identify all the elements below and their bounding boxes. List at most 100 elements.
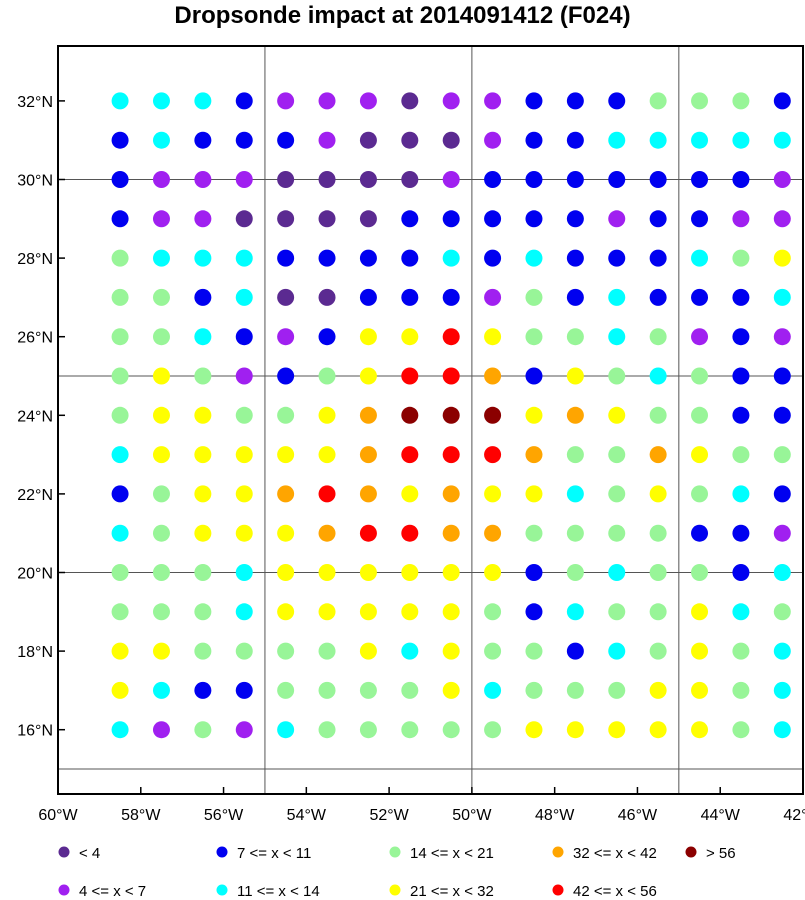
data-point xyxy=(525,681,543,699)
legend-label: > 56 xyxy=(706,845,736,862)
data-point xyxy=(732,288,750,306)
data-point xyxy=(401,406,419,424)
data-point xyxy=(773,721,791,739)
data-point xyxy=(277,406,295,424)
data-point xyxy=(649,642,667,660)
data-point xyxy=(691,288,709,306)
data-point xyxy=(649,288,667,306)
data-point xyxy=(525,288,543,306)
data-point xyxy=(525,642,543,660)
data-point xyxy=(608,249,626,267)
y-tick-label: 28°N xyxy=(17,251,53,268)
data-point xyxy=(318,171,336,188)
data-point xyxy=(525,564,543,581)
data-point xyxy=(277,681,295,699)
data-point xyxy=(359,446,377,464)
data-point xyxy=(649,210,667,228)
data-point xyxy=(359,603,377,621)
data-point xyxy=(773,92,791,110)
data-point xyxy=(566,288,584,306)
data-point xyxy=(525,406,543,424)
data-point xyxy=(111,524,129,542)
data-point xyxy=(566,524,584,542)
data-point xyxy=(235,524,253,542)
data-point xyxy=(773,406,791,424)
y-tick-label: 16°N xyxy=(17,723,53,740)
data-point xyxy=(318,485,336,503)
data-point xyxy=(194,92,212,110)
data-point xyxy=(194,446,212,464)
data-point xyxy=(691,446,709,464)
data-point xyxy=(525,92,543,110)
data-point xyxy=(649,367,667,385)
data-point xyxy=(359,171,377,188)
data-point xyxy=(235,131,253,149)
data-point xyxy=(732,681,750,699)
data-point xyxy=(152,131,170,149)
data-point xyxy=(649,564,667,581)
data-point xyxy=(359,367,377,385)
data-point xyxy=(649,171,667,188)
data-point xyxy=(277,524,295,542)
data-point xyxy=(152,210,170,228)
data-point xyxy=(359,249,377,267)
data-point xyxy=(691,564,709,581)
data-point xyxy=(484,406,502,424)
data-point xyxy=(566,681,584,699)
data-point xyxy=(525,328,543,346)
data-point xyxy=(566,642,584,660)
data-point xyxy=(194,564,212,581)
data-point xyxy=(401,288,419,306)
legend-label: < 4 xyxy=(79,845,100,862)
data-point xyxy=(235,681,253,699)
data-point xyxy=(442,642,460,660)
legend-swatch xyxy=(216,884,228,896)
data-point xyxy=(608,288,626,306)
data-point xyxy=(194,485,212,503)
data-point xyxy=(484,524,502,542)
data-point xyxy=(194,288,212,306)
data-point xyxy=(194,524,212,542)
data-point xyxy=(442,524,460,542)
data-point xyxy=(401,446,419,464)
data-point xyxy=(152,92,170,110)
data-point xyxy=(649,131,667,149)
x-tick-label: 46°W xyxy=(618,807,658,824)
x-tick-label: 52°W xyxy=(369,807,409,824)
data-point xyxy=(773,446,791,464)
x-tick-label: 58°W xyxy=(121,807,161,824)
data-point xyxy=(566,721,584,739)
data-point xyxy=(401,249,419,267)
data-point xyxy=(773,328,791,346)
grid-lines xyxy=(58,46,803,794)
data-point xyxy=(608,446,626,464)
data-point xyxy=(732,328,750,346)
data-point xyxy=(442,288,460,306)
data-point xyxy=(484,328,502,346)
data-point xyxy=(359,131,377,149)
data-points xyxy=(111,92,791,739)
data-point xyxy=(732,406,750,424)
data-point xyxy=(194,603,212,621)
data-point xyxy=(608,564,626,581)
data-point xyxy=(442,131,460,149)
x-tick-label: 44°W xyxy=(701,807,741,824)
y-tick-label: 26°N xyxy=(17,330,53,347)
data-point xyxy=(111,721,129,739)
data-point xyxy=(235,210,253,228)
data-point xyxy=(566,92,584,110)
data-point xyxy=(484,642,502,660)
data-point xyxy=(235,92,253,110)
data-point xyxy=(111,603,129,621)
data-point xyxy=(691,642,709,660)
data-point xyxy=(691,249,709,267)
data-point xyxy=(235,485,253,503)
data-point xyxy=(152,642,170,660)
data-point xyxy=(111,288,129,306)
data-point xyxy=(649,446,667,464)
data-point xyxy=(732,524,750,542)
data-point xyxy=(111,485,129,503)
data-point xyxy=(318,564,336,581)
data-point xyxy=(484,131,502,149)
data-point xyxy=(111,642,129,660)
